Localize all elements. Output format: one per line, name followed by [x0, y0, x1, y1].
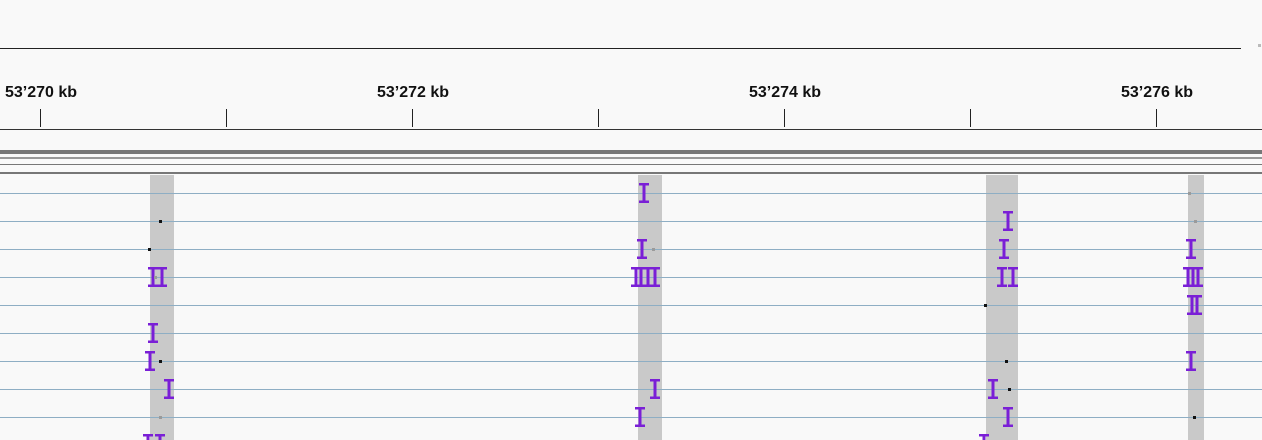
insertion-icon — [157, 267, 167, 287]
mismatch-mark — [159, 360, 162, 363]
ruler-tick — [784, 109, 785, 127]
ruler-tick — [412, 109, 413, 127]
read-row[interactable] — [0, 193, 1262, 194]
ruler-tick — [970, 109, 971, 127]
insertion-icon — [988, 379, 998, 399]
read-row[interactable] — [0, 333, 1262, 334]
ruler-tick — [1156, 109, 1157, 127]
read-row[interactable] — [0, 249, 1262, 250]
track-band — [0, 157, 1262, 159]
mismatch-mark — [1193, 416, 1196, 419]
insertion-icon — [145, 351, 155, 371]
insertion-icon — [979, 434, 989, 440]
ruler-tick — [40, 109, 41, 127]
coverage-column — [986, 175, 1018, 440]
read-row[interactable] — [0, 389, 1262, 390]
insertion-icon — [143, 434, 153, 440]
insertion-icon — [650, 379, 660, 399]
read-row[interactable] — [0, 277, 1262, 278]
mismatch-mark — [1005, 360, 1008, 363]
mismatch-mark — [154, 276, 157, 279]
insertion-icon — [997, 267, 1007, 287]
ruler-label-3: 53’274 kb — [748, 84, 822, 101]
read-row[interactable] — [0, 305, 1262, 306]
ruler-baseline — [0, 129, 1262, 130]
mismatch-mark — [1188, 192, 1191, 195]
track-band — [0, 150, 1262, 154]
insertion-icon — [148, 323, 158, 343]
read-row[interactable] — [0, 361, 1262, 362]
insertion-icon — [164, 379, 174, 399]
insertion-icon — [650, 267, 660, 287]
insertion-icon — [639, 183, 649, 203]
read-row[interactable] — [0, 417, 1262, 418]
ruler-label-2: 53’272 kb — [376, 84, 450, 101]
insertion-icon — [637, 239, 647, 259]
insertion-icon — [643, 267, 653, 287]
mismatch-mark — [1194, 220, 1197, 223]
ruler-tick — [226, 109, 227, 127]
insertion-icon — [1003, 407, 1013, 427]
insertion-icon — [1008, 267, 1018, 287]
insertion-icon — [155, 434, 165, 440]
mismatch-mark — [984, 304, 987, 307]
ruler-label-4: 53’276 kb — [1120, 84, 1194, 101]
mismatch-mark — [652, 248, 655, 251]
edge-marker — [1258, 44, 1261, 47]
mismatch-mark — [1008, 388, 1011, 391]
mismatch-mark — [148, 248, 151, 251]
insertion-icon — [999, 239, 1009, 259]
track-band — [0, 164, 1262, 165]
track-band — [0, 172, 1262, 174]
read-row[interactable] — [0, 221, 1262, 222]
coverage-column — [638, 175, 662, 440]
insertion-icon — [1186, 239, 1196, 259]
ruler-tick — [598, 109, 599, 127]
mismatch-mark — [159, 220, 162, 223]
header-rule — [0, 48, 1241, 49]
insertion-icon — [1186, 351, 1196, 371]
insertion-icon — [1003, 211, 1013, 231]
insertion-icon — [635, 407, 645, 427]
ruler-label-1: 53’270 kb — [4, 84, 78, 101]
mismatch-mark — [159, 416, 162, 419]
